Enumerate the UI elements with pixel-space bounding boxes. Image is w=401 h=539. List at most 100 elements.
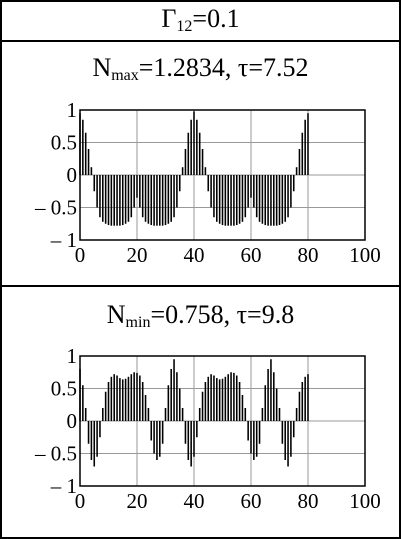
bar bbox=[253, 175, 255, 208]
bar bbox=[295, 167, 298, 175]
bar bbox=[207, 175, 210, 192]
bar bbox=[198, 132, 201, 175]
bar bbox=[107, 175, 110, 226]
bar bbox=[213, 375, 215, 421]
bar bbox=[133, 372, 135, 421]
bar bbox=[193, 111, 195, 175]
panel-title-suffix: =0.758, τ=9.8 bbox=[150, 300, 295, 329]
bar bbox=[244, 408, 247, 421]
bar bbox=[121, 379, 124, 421]
bar bbox=[258, 421, 261, 444]
bar bbox=[173, 359, 175, 421]
bar bbox=[187, 421, 190, 460]
bar bbox=[241, 395, 244, 421]
panel-title-suffix: =1.2834, τ=7.52 bbox=[138, 53, 309, 82]
bar bbox=[93, 175, 96, 192]
bar bbox=[99, 175, 101, 218]
bar bbox=[250, 421, 252, 454]
bar bbox=[227, 175, 229, 226]
bar bbox=[287, 175, 289, 218]
y-tick-label: 1 bbox=[67, 346, 78, 368]
bar bbox=[130, 374, 133, 421]
bar bbox=[167, 385, 170, 421]
bar bbox=[190, 421, 192, 467]
bar bbox=[278, 175, 281, 226]
bar bbox=[247, 421, 249, 441]
bar bbox=[233, 175, 235, 226]
bar bbox=[295, 408, 298, 421]
bar bbox=[84, 408, 87, 421]
bar bbox=[233, 372, 235, 421]
bar bbox=[153, 175, 155, 226]
bar bbox=[304, 119, 306, 175]
bar bbox=[130, 175, 133, 218]
bar bbox=[181, 408, 184, 421]
bar bbox=[210, 175, 212, 208]
bar bbox=[161, 175, 164, 226]
bar bbox=[141, 175, 144, 218]
bar bbox=[90, 421, 93, 460]
bar bbox=[230, 175, 232, 226]
bar bbox=[187, 132, 190, 175]
panel-title-prefix: N bbox=[106, 300, 126, 329]
bar bbox=[275, 388, 278, 421]
bar bbox=[235, 175, 238, 226]
x-tick-label: 60 bbox=[241, 243, 262, 267]
bar bbox=[82, 385, 84, 421]
bar bbox=[150, 175, 153, 226]
bar bbox=[113, 374, 115, 421]
bar bbox=[301, 132, 304, 175]
bar bbox=[124, 175, 127, 224]
bar bbox=[210, 374, 212, 421]
bar bbox=[170, 175, 172, 222]
bar bbox=[230, 372, 232, 421]
x-tick-label: 20 bbox=[127, 489, 148, 513]
bar bbox=[273, 175, 275, 226]
bar bbox=[267, 175, 269, 226]
bar bbox=[144, 175, 147, 222]
bar bbox=[173, 175, 175, 218]
bar bbox=[264, 385, 267, 421]
bar bbox=[139, 375, 141, 421]
bar bbox=[278, 408, 281, 421]
bar bbox=[104, 175, 107, 224]
bar bbox=[273, 372, 275, 421]
y-tick-label: – 1 bbox=[50, 228, 77, 252]
bar bbox=[218, 175, 221, 224]
bar bbox=[87, 421, 90, 444]
x-tick-label: 80 bbox=[298, 243, 319, 267]
bar bbox=[184, 149, 187, 175]
x-tick-label: 40 bbox=[184, 243, 205, 267]
bar bbox=[116, 375, 118, 421]
bar bbox=[255, 421, 258, 457]
bar bbox=[159, 175, 161, 226]
bar bbox=[99, 421, 101, 438]
bar bbox=[207, 376, 210, 421]
bar bbox=[147, 175, 150, 224]
bar bbox=[139, 175, 141, 208]
x-tick-label: 100 bbox=[349, 489, 381, 513]
bar bbox=[270, 175, 272, 226]
bar bbox=[307, 374, 309, 421]
bar bbox=[119, 378, 121, 421]
bar bbox=[250, 175, 252, 198]
plot-frame bbox=[79, 109, 366, 241]
bar bbox=[150, 421, 153, 441]
x-tick-label: 0 bbox=[75, 489, 86, 513]
bar bbox=[218, 379, 221, 421]
bar bbox=[127, 175, 130, 222]
bar bbox=[298, 391, 301, 421]
bar bbox=[304, 376, 306, 421]
bar bbox=[196, 421, 198, 438]
bar bbox=[104, 391, 107, 421]
bar bbox=[184, 421, 187, 444]
bar bbox=[133, 175, 135, 208]
bar bbox=[176, 175, 178, 208]
bar bbox=[238, 382, 241, 421]
bar bbox=[110, 175, 113, 226]
bar bbox=[136, 175, 138, 198]
y-tick-label: 0 bbox=[67, 163, 78, 187]
bar bbox=[178, 175, 181, 192]
y-tick-label: 1 bbox=[67, 100, 78, 122]
bar bbox=[119, 175, 121, 226]
